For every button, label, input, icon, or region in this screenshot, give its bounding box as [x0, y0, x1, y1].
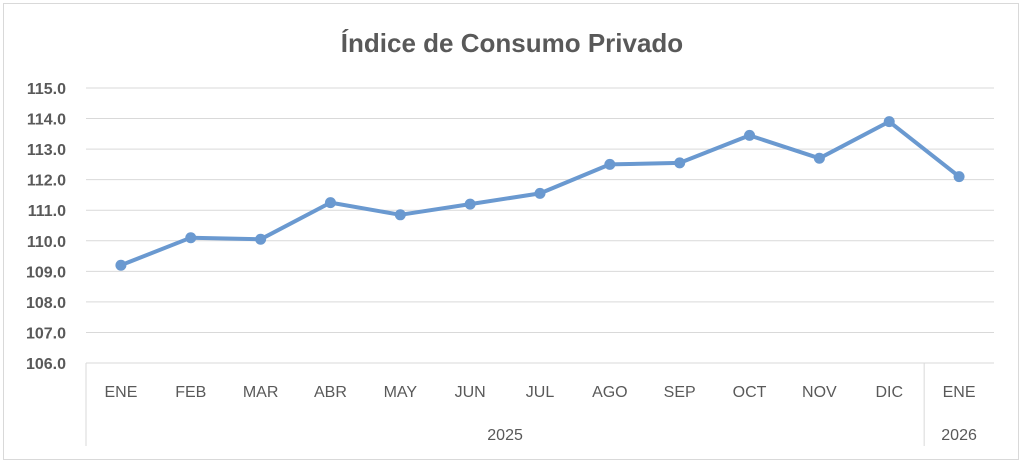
data-point[interactable]: [324, 197, 336, 209]
x-tick-label: AGO: [592, 384, 628, 401]
data-point[interactable]: [534, 187, 546, 199]
chart-title: Índice de Consumo Privado: [341, 28, 683, 58]
y-tick-label: 106.0: [26, 356, 66, 373]
x-tick-label: JUL: [526, 384, 555, 401]
gridlines: [86, 87, 994, 364]
data-point[interactable]: [394, 209, 406, 221]
y-tick-label: 107.0: [26, 325, 66, 342]
x-tick-label: ENE: [943, 384, 976, 401]
data-point[interactable]: [255, 233, 267, 245]
data-point[interactable]: [604, 158, 616, 170]
y-tick-label: 112.0: [27, 173, 66, 190]
y-tick-label: 111.0: [28, 203, 66, 220]
x-tick-label: FEB: [175, 384, 206, 401]
chart-frame: [3, 3, 1019, 460]
x-group-label: 2026: [941, 427, 977, 444]
x-tick-label: JUN: [455, 384, 486, 401]
series-layer: [115, 116, 965, 271]
x-tick-label: DIC: [875, 384, 903, 401]
y-tick-label: 113.0: [27, 142, 66, 159]
data-point[interactable]: [813, 152, 825, 164]
y-axis-ticks: 106.0 107.0 108.0 109.0 110.0 111.0 112.0 113.0…: [26, 81, 66, 373]
data-point[interactable]: [953, 171, 965, 183]
data-point[interactable]: [674, 157, 686, 169]
y-tick-label: 108.0: [26, 295, 66, 312]
x-tick-label: OCT: [733, 384, 767, 401]
x-tick-label: MAY: [384, 384, 418, 401]
y-tick-label: 109.0: [26, 264, 66, 281]
data-point[interactable]: [115, 259, 127, 271]
x-tick-label: MAR: [243, 384, 279, 401]
x-tick-label: NOV: [802, 384, 837, 401]
y-tick-label: 114.0: [27, 112, 66, 129]
x-tick-label: ENE: [104, 384, 137, 401]
x-group-label: 2025: [487, 427, 523, 444]
x-axis: ENE FEB MAR ABR MAY JUN JUL AGO SEP OCT NOV DIC ENE 2…: [85, 363, 977, 446]
y-tick-label: 115.0: [27, 81, 66, 98]
data-point[interactable]: [744, 129, 756, 141]
x-tick-label: ABR: [314, 384, 347, 401]
data-point[interactable]: [883, 116, 895, 128]
y-tick-label: 110.0: [27, 234, 66, 251]
x-tick-label: SEP: [664, 384, 696, 401]
data-point[interactable]: [185, 232, 197, 244]
data-point[interactable]: [464, 198, 476, 210]
